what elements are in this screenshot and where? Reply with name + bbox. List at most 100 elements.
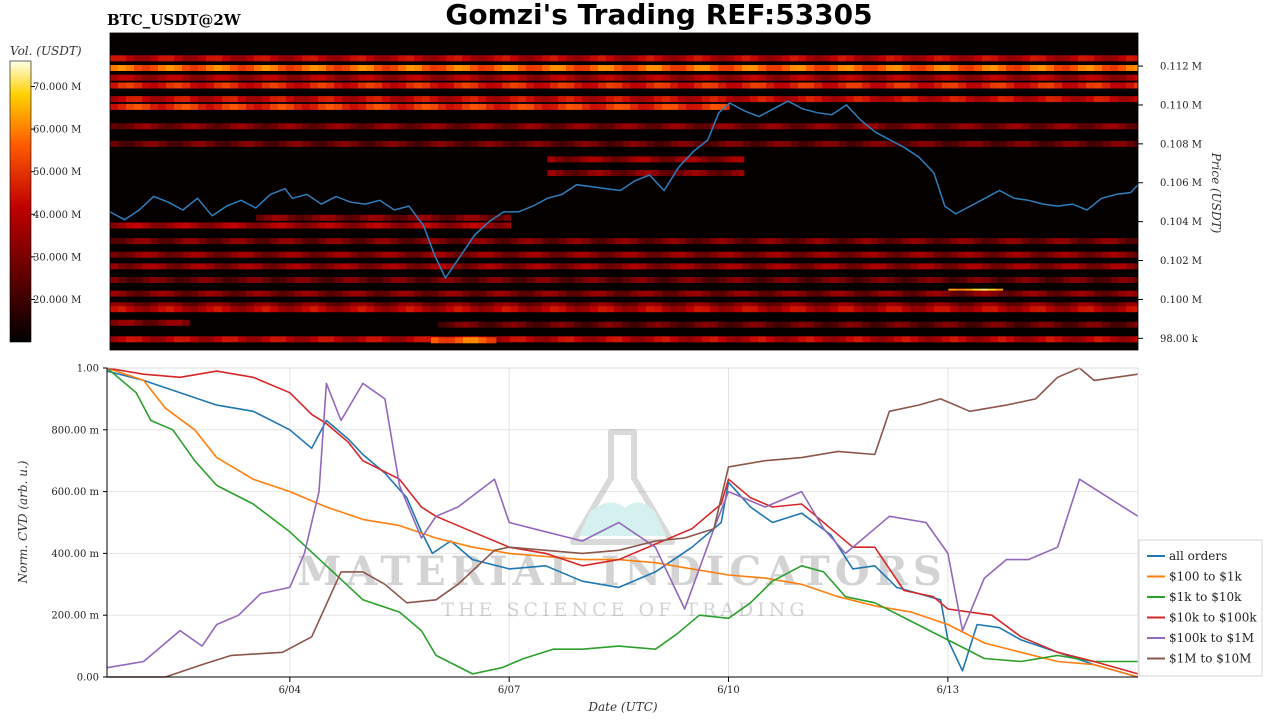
liquidity-cell (318, 74, 326, 81)
liquidity-cell (854, 321, 863, 328)
liquidity-cell (806, 123, 814, 130)
liquidity-cell (1014, 238, 1022, 245)
liquidity-cell (294, 82, 302, 89)
liquidity-cell (902, 263, 910, 270)
liquidity-cell (374, 263, 382, 270)
liquidity-cell (862, 321, 871, 328)
liquidity-cell (622, 238, 630, 245)
liquidity-cell (611, 170, 620, 176)
liquidity-cell (366, 103, 374, 110)
liquidity-cell (646, 123, 654, 130)
liquidity-cell (918, 302, 926, 309)
liquidity-cell (1134, 74, 1138, 81)
liquidity-cell (254, 123, 262, 130)
liquidity-cell (462, 65, 470, 71)
liquidity-cell (846, 336, 854, 343)
liquidity-cell (766, 263, 774, 270)
liquidity-cell (774, 238, 782, 245)
liquidity-cell (958, 82, 966, 89)
liquidity-cell (675, 170, 684, 176)
liquidity-cell (238, 65, 246, 71)
liquidity-cell (622, 65, 630, 71)
liquidity-cell (830, 321, 839, 328)
liquidity-cell (118, 65, 126, 71)
liquidity-cell (766, 321, 775, 328)
liquidity-cell (334, 277, 342, 283)
liquidity-cell (606, 123, 614, 130)
liquidity-cell (574, 302, 582, 309)
liquidity-cell (398, 140, 406, 147)
liquidity-cell (918, 140, 926, 147)
liquidity-cell (358, 74, 366, 81)
liquidity-cell (766, 251, 774, 258)
liquidity-cell (350, 302, 358, 309)
liquidity-cell (614, 55, 622, 62)
liquidity-cell (366, 336, 374, 343)
liquidity-cell (878, 336, 886, 343)
series-line-1 (106, 367, 1139, 678)
liquidity-cell (734, 238, 742, 245)
liquidity-cell (862, 238, 870, 245)
liquidity-cell (1046, 238, 1054, 245)
liquidity-cell (214, 140, 222, 147)
liquidity-cell (566, 74, 574, 81)
liquidity-cell (750, 123, 758, 130)
liquidity-cell (542, 55, 550, 62)
liquidity-cell (414, 290, 422, 297)
liquidity-cell (383, 214, 392, 221)
liquidity-cell (166, 263, 174, 270)
liquidity-cell (1118, 336, 1126, 343)
liquidity-cell (1102, 336, 1110, 343)
liquidity-cell (470, 290, 478, 297)
liquidity-cell (462, 306, 470, 313)
liquidity-cell (502, 82, 510, 89)
liquidity-cell (534, 290, 542, 297)
liquidity-cell (942, 336, 950, 343)
liquidity-cell (430, 96, 438, 103)
liquidity-cell (214, 238, 222, 245)
liquidity-cell (918, 321, 927, 328)
liquidity-cell (1046, 74, 1054, 81)
liquidity-cell (319, 214, 328, 221)
liquidity-cell (406, 222, 414, 229)
liquidity-cell (878, 74, 886, 81)
liquidity-cell (1110, 321, 1119, 328)
liquidity-cell (254, 96, 262, 103)
liquidity-cell (462, 103, 470, 110)
liquidity-cell (270, 96, 278, 103)
liquidity-cell (1022, 123, 1030, 130)
liquidity-cell (190, 277, 198, 283)
liquidity-cell (142, 336, 150, 343)
liquidity-cell (222, 306, 230, 313)
liquidity-cell (262, 65, 270, 71)
liquidity-cell (774, 65, 782, 71)
liquidity-cell (766, 277, 774, 283)
liquidity-cell (142, 263, 150, 270)
liquidity-cell (622, 302, 630, 309)
liquidity-cell (430, 277, 438, 283)
liquidity-cell (310, 251, 318, 258)
liquidity-cell (414, 65, 422, 71)
liquidity-cell (710, 238, 718, 245)
liquidity-cell (382, 302, 390, 309)
liquidity-cell (654, 306, 662, 313)
liquidity-cell (142, 277, 150, 283)
liquidity-cell (590, 55, 598, 62)
liquidity-cell (1006, 82, 1014, 89)
liquidity-cell (126, 55, 134, 62)
liquidity-cell (1102, 65, 1110, 71)
liquidity-cell (246, 103, 254, 110)
liquidity-cell (686, 306, 694, 313)
liquidity-cell (1094, 96, 1102, 103)
liquidity-cell (838, 82, 846, 89)
liquidity-cell (870, 263, 878, 270)
liquidity-cell (278, 336, 286, 343)
liquidity-cell (222, 65, 230, 71)
liquidity-cell (190, 251, 198, 258)
liquidity-cell (294, 222, 302, 229)
liquidity-cell (294, 96, 302, 103)
liquidity-cell (606, 290, 614, 297)
liquidity-cell (230, 290, 238, 297)
cvd-x-tick-label: 6/13 (937, 685, 959, 696)
liquidity-cell (862, 55, 870, 62)
